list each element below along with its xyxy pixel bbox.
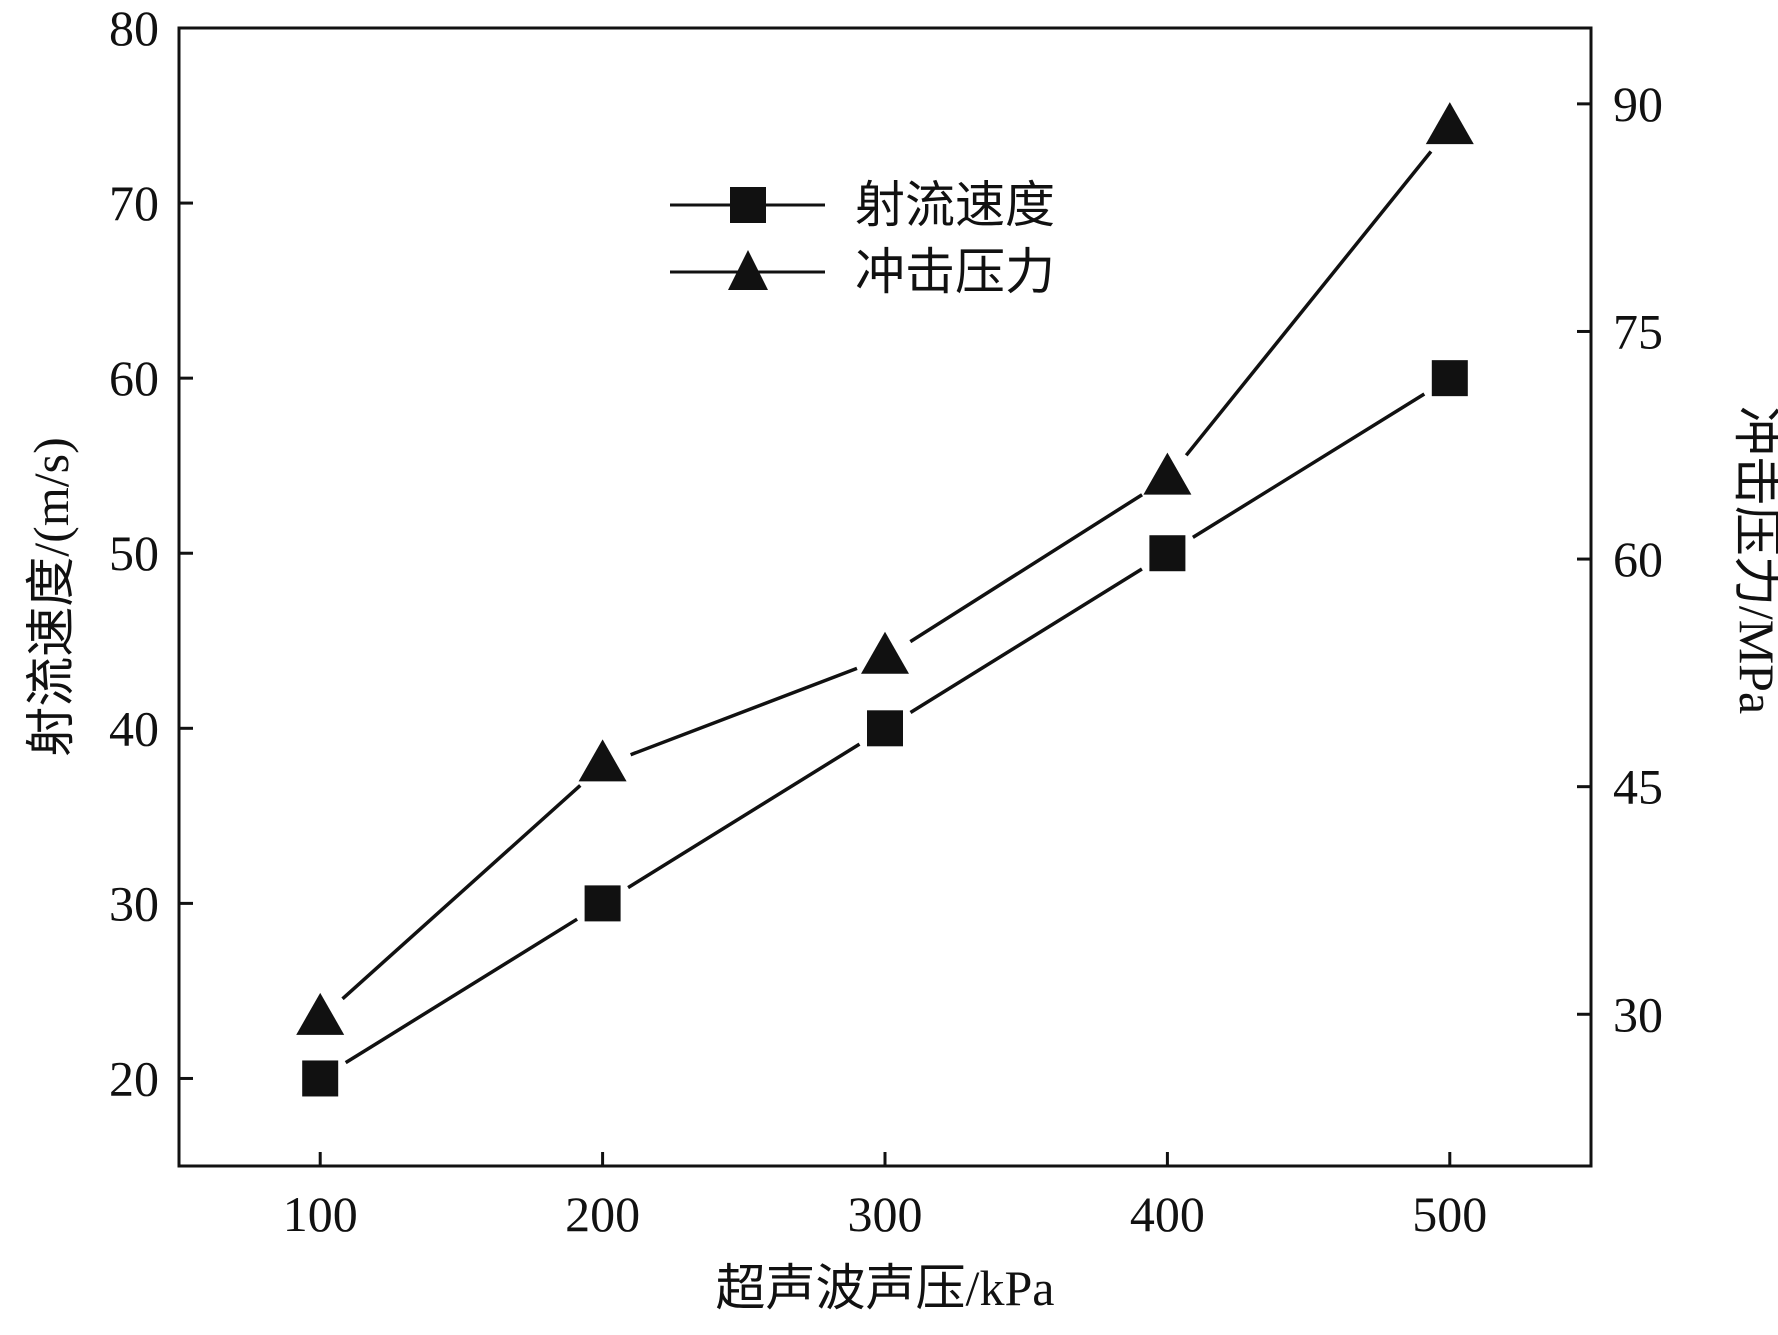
- series-line-segment: [909, 567, 1143, 714]
- series-line-segment: [341, 784, 582, 1001]
- y2-tick-label: 45: [1613, 759, 1663, 815]
- pressure-data-point: [1143, 452, 1192, 495]
- x-tick-label: 200: [565, 1186, 640, 1242]
- y-tick-label: 50: [109, 525, 159, 581]
- x-tick-label: 400: [1130, 1186, 1205, 1242]
- series-line-segment: [1191, 392, 1426, 539]
- legend-label-velocity: 射流速度: [855, 177, 1055, 233]
- y-tick-label: 20: [109, 1050, 159, 1106]
- y-tick-label: 70: [109, 175, 159, 231]
- y-tick-label: 60: [109, 350, 159, 406]
- series-line-segment: [627, 742, 861, 890]
- velocity-data-point: [1431, 360, 1468, 397]
- pressure-data-point: [861, 631, 909, 674]
- pressure-data-point: [1425, 102, 1474, 145]
- y-tick-label: 30: [109, 875, 159, 931]
- y-axis-label: 射流速度/(m/s): [23, 437, 79, 756]
- y2-tick-label: 60: [1613, 531, 1663, 587]
- pressure-data-point: [296, 992, 345, 1035]
- velocity-data-point: [1149, 535, 1186, 572]
- velocity-data-point: [584, 885, 621, 922]
- x-tick-label: 100: [283, 1186, 358, 1242]
- series-line-segment: [909, 493, 1144, 644]
- legend-square-marker: [730, 187, 766, 223]
- x-tick-label: 500: [1412, 1186, 1487, 1242]
- x-tick-label: 300: [848, 1186, 923, 1242]
- x-axis-label: 超声波声压/kPa: [716, 1260, 1055, 1316]
- y2-tick-label: 75: [1613, 303, 1663, 359]
- y-tick-label: 80: [109, 0, 159, 56]
- legend-triangle-marker: [728, 250, 768, 290]
- velocity-data-point: [867, 710, 903, 747]
- series-line-segment: [344, 917, 579, 1065]
- legend-label-pressure: 冲击压力: [855, 244, 1055, 300]
- legend: 射流速度 冲击压力: [670, 177, 1055, 300]
- y2-tick-label: 30: [1613, 986, 1663, 1042]
- velocity-data-point: [302, 1060, 339, 1097]
- series-line-segment: [630, 666, 858, 757]
- pressure-data-point: [578, 739, 627, 782]
- y-tick-label: 40: [109, 700, 159, 756]
- y2-tick-label: 90: [1613, 76, 1663, 132]
- series-line-segment: [1184, 150, 1433, 457]
- y2-axis-label: 冲击压力/MPa: [1729, 406, 1778, 714]
